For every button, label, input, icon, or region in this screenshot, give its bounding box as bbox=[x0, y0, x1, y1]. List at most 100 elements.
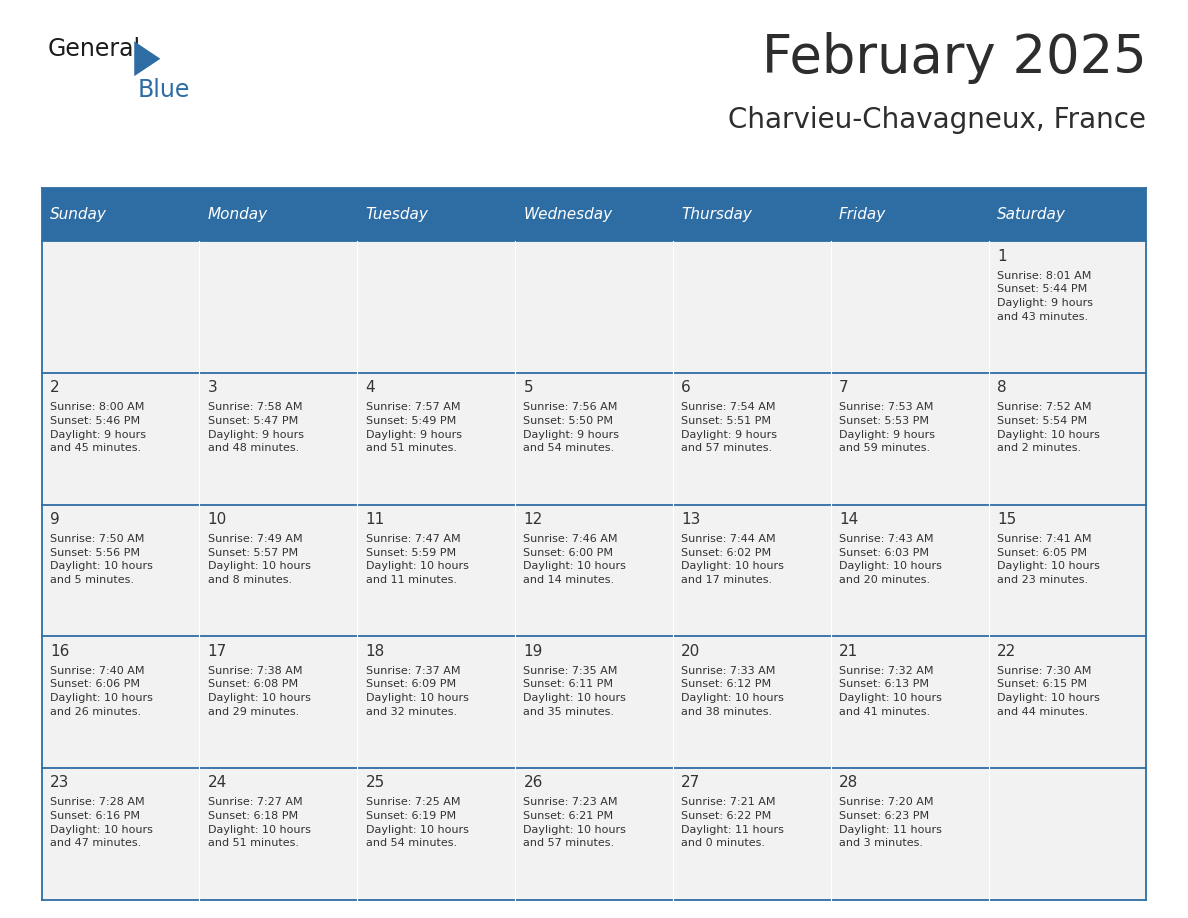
Bar bbox=[672, 188, 830, 241]
Text: Sunrise: 7:53 AM
Sunset: 5:53 PM
Daylight: 9 hours
and 59 minutes.: Sunrise: 7:53 AM Sunset: 5:53 PM Dayligh… bbox=[839, 402, 935, 453]
Text: 7: 7 bbox=[839, 380, 848, 396]
Bar bbox=[830, 241, 988, 373]
Bar bbox=[672, 373, 830, 505]
Text: Sunrise: 7:52 AM
Sunset: 5:54 PM
Daylight: 10 hours
and 2 minutes.: Sunrise: 7:52 AM Sunset: 5:54 PM Dayligh… bbox=[997, 402, 1100, 453]
Text: Wednesday: Wednesday bbox=[524, 207, 613, 222]
Bar bbox=[830, 768, 988, 900]
Text: 12: 12 bbox=[524, 512, 543, 527]
Bar bbox=[200, 768, 358, 900]
Bar bbox=[42, 636, 200, 768]
Text: Sunrise: 7:33 AM
Sunset: 6:12 PM
Daylight: 10 hours
and 38 minutes.: Sunrise: 7:33 AM Sunset: 6:12 PM Dayligh… bbox=[681, 666, 784, 717]
Text: Sunrise: 8:01 AM
Sunset: 5:44 PM
Daylight: 9 hours
and 43 minutes.: Sunrise: 8:01 AM Sunset: 5:44 PM Dayligh… bbox=[997, 271, 1093, 321]
Bar bbox=[42, 768, 200, 900]
Bar bbox=[672, 768, 830, 900]
Polygon shape bbox=[134, 41, 160, 76]
Text: 5: 5 bbox=[524, 380, 533, 396]
Text: Sunrise: 7:47 AM
Sunset: 5:59 PM
Daylight: 10 hours
and 11 minutes.: Sunrise: 7:47 AM Sunset: 5:59 PM Dayligh… bbox=[366, 534, 468, 585]
Bar bbox=[830, 188, 988, 241]
Text: Sunrise: 7:28 AM
Sunset: 6:16 PM
Daylight: 10 hours
and 47 minutes.: Sunrise: 7:28 AM Sunset: 6:16 PM Dayligh… bbox=[50, 798, 153, 848]
Bar bbox=[42, 241, 200, 373]
Text: Sunrise: 7:43 AM
Sunset: 6:03 PM
Daylight: 10 hours
and 20 minutes.: Sunrise: 7:43 AM Sunset: 6:03 PM Dayligh… bbox=[839, 534, 942, 585]
Text: Saturday: Saturday bbox=[997, 207, 1066, 222]
Text: Sunrise: 7:35 AM
Sunset: 6:11 PM
Daylight: 10 hours
and 35 minutes.: Sunrise: 7:35 AM Sunset: 6:11 PM Dayligh… bbox=[524, 666, 626, 717]
Bar bbox=[358, 188, 516, 241]
Text: Sunrise: 7:46 AM
Sunset: 6:00 PM
Daylight: 10 hours
and 14 minutes.: Sunrise: 7:46 AM Sunset: 6:00 PM Dayligh… bbox=[524, 534, 626, 585]
Text: Sunrise: 7:21 AM
Sunset: 6:22 PM
Daylight: 11 hours
and 0 minutes.: Sunrise: 7:21 AM Sunset: 6:22 PM Dayligh… bbox=[681, 798, 784, 848]
Bar bbox=[672, 241, 830, 373]
Text: 23: 23 bbox=[50, 776, 69, 790]
Text: 21: 21 bbox=[839, 644, 858, 659]
Text: 8: 8 bbox=[997, 380, 1006, 396]
Bar bbox=[200, 188, 358, 241]
Text: Sunrise: 7:50 AM
Sunset: 5:56 PM
Daylight: 10 hours
and 5 minutes.: Sunrise: 7:50 AM Sunset: 5:56 PM Dayligh… bbox=[50, 534, 153, 585]
Text: Sunrise: 7:30 AM
Sunset: 6:15 PM
Daylight: 10 hours
and 44 minutes.: Sunrise: 7:30 AM Sunset: 6:15 PM Dayligh… bbox=[997, 666, 1100, 717]
Bar bbox=[516, 188, 672, 241]
Text: Sunrise: 7:44 AM
Sunset: 6:02 PM
Daylight: 10 hours
and 17 minutes.: Sunrise: 7:44 AM Sunset: 6:02 PM Dayligh… bbox=[681, 534, 784, 585]
Text: Sunrise: 7:41 AM
Sunset: 6:05 PM
Daylight: 10 hours
and 23 minutes.: Sunrise: 7:41 AM Sunset: 6:05 PM Dayligh… bbox=[997, 534, 1100, 585]
Bar bbox=[988, 188, 1146, 241]
Text: Sunrise: 7:57 AM
Sunset: 5:49 PM
Daylight: 9 hours
and 51 minutes.: Sunrise: 7:57 AM Sunset: 5:49 PM Dayligh… bbox=[366, 402, 462, 453]
Bar bbox=[988, 373, 1146, 505]
Bar bbox=[358, 505, 516, 636]
Text: February 2025: February 2025 bbox=[762, 32, 1146, 84]
Text: Sunrise: 7:58 AM
Sunset: 5:47 PM
Daylight: 9 hours
and 48 minutes.: Sunrise: 7:58 AM Sunset: 5:47 PM Dayligh… bbox=[208, 402, 304, 453]
Text: Sunrise: 7:27 AM
Sunset: 6:18 PM
Daylight: 10 hours
and 51 minutes.: Sunrise: 7:27 AM Sunset: 6:18 PM Dayligh… bbox=[208, 798, 310, 848]
Bar bbox=[516, 768, 672, 900]
Bar bbox=[200, 373, 358, 505]
Text: 26: 26 bbox=[524, 776, 543, 790]
Bar bbox=[358, 373, 516, 505]
Bar bbox=[42, 373, 200, 505]
Text: 16: 16 bbox=[50, 644, 69, 659]
Text: 6: 6 bbox=[681, 380, 691, 396]
Text: Friday: Friday bbox=[839, 207, 886, 222]
Bar bbox=[516, 505, 672, 636]
Bar bbox=[672, 636, 830, 768]
Text: Charvieu-Chavagneux, France: Charvieu-Chavagneux, France bbox=[728, 106, 1146, 134]
Text: Sunrise: 7:40 AM
Sunset: 6:06 PM
Daylight: 10 hours
and 26 minutes.: Sunrise: 7:40 AM Sunset: 6:06 PM Dayligh… bbox=[50, 666, 153, 717]
Text: Thursday: Thursday bbox=[681, 207, 752, 222]
Bar bbox=[200, 636, 358, 768]
Text: Monday: Monday bbox=[208, 207, 267, 222]
Text: Sunrise: 7:25 AM
Sunset: 6:19 PM
Daylight: 10 hours
and 54 minutes.: Sunrise: 7:25 AM Sunset: 6:19 PM Dayligh… bbox=[366, 798, 468, 848]
Text: 24: 24 bbox=[208, 776, 227, 790]
Bar bbox=[42, 188, 200, 241]
Bar bbox=[830, 505, 988, 636]
Text: Sunday: Sunday bbox=[50, 207, 107, 222]
Text: 27: 27 bbox=[681, 776, 701, 790]
Bar bbox=[988, 505, 1146, 636]
Text: 11: 11 bbox=[366, 512, 385, 527]
Bar bbox=[830, 373, 988, 505]
Bar bbox=[988, 636, 1146, 768]
Text: 22: 22 bbox=[997, 644, 1016, 659]
Bar bbox=[988, 241, 1146, 373]
Text: 18: 18 bbox=[366, 644, 385, 659]
Text: Sunrise: 7:20 AM
Sunset: 6:23 PM
Daylight: 11 hours
and 3 minutes.: Sunrise: 7:20 AM Sunset: 6:23 PM Dayligh… bbox=[839, 798, 942, 848]
Text: General: General bbox=[48, 37, 140, 61]
Text: Sunrise: 7:54 AM
Sunset: 5:51 PM
Daylight: 9 hours
and 57 minutes.: Sunrise: 7:54 AM Sunset: 5:51 PM Dayligh… bbox=[681, 402, 777, 453]
Bar bbox=[516, 241, 672, 373]
Text: Tuesday: Tuesday bbox=[366, 207, 429, 222]
Bar bbox=[988, 768, 1146, 900]
Bar bbox=[358, 636, 516, 768]
Bar bbox=[358, 241, 516, 373]
Text: 2: 2 bbox=[50, 380, 59, 396]
Text: 20: 20 bbox=[681, 644, 701, 659]
Bar bbox=[516, 373, 672, 505]
Bar bbox=[830, 636, 988, 768]
Text: 4: 4 bbox=[366, 380, 375, 396]
Text: 25: 25 bbox=[366, 776, 385, 790]
Bar bbox=[358, 768, 516, 900]
Bar bbox=[516, 636, 672, 768]
Text: 14: 14 bbox=[839, 512, 858, 527]
Text: 13: 13 bbox=[681, 512, 701, 527]
Text: Sunrise: 7:37 AM
Sunset: 6:09 PM
Daylight: 10 hours
and 32 minutes.: Sunrise: 7:37 AM Sunset: 6:09 PM Dayligh… bbox=[366, 666, 468, 717]
Text: 28: 28 bbox=[839, 776, 858, 790]
Bar bbox=[672, 505, 830, 636]
Text: 19: 19 bbox=[524, 644, 543, 659]
Text: Sunrise: 7:38 AM
Sunset: 6:08 PM
Daylight: 10 hours
and 29 minutes.: Sunrise: 7:38 AM Sunset: 6:08 PM Dayligh… bbox=[208, 666, 310, 717]
Text: 17: 17 bbox=[208, 644, 227, 659]
Text: Sunrise: 7:23 AM
Sunset: 6:21 PM
Daylight: 10 hours
and 57 minutes.: Sunrise: 7:23 AM Sunset: 6:21 PM Dayligh… bbox=[524, 798, 626, 848]
Bar bbox=[200, 241, 358, 373]
Text: Sunrise: 8:00 AM
Sunset: 5:46 PM
Daylight: 9 hours
and 45 minutes.: Sunrise: 8:00 AM Sunset: 5:46 PM Dayligh… bbox=[50, 402, 146, 453]
Text: Sunrise: 7:32 AM
Sunset: 6:13 PM
Daylight: 10 hours
and 41 minutes.: Sunrise: 7:32 AM Sunset: 6:13 PM Dayligh… bbox=[839, 666, 942, 717]
